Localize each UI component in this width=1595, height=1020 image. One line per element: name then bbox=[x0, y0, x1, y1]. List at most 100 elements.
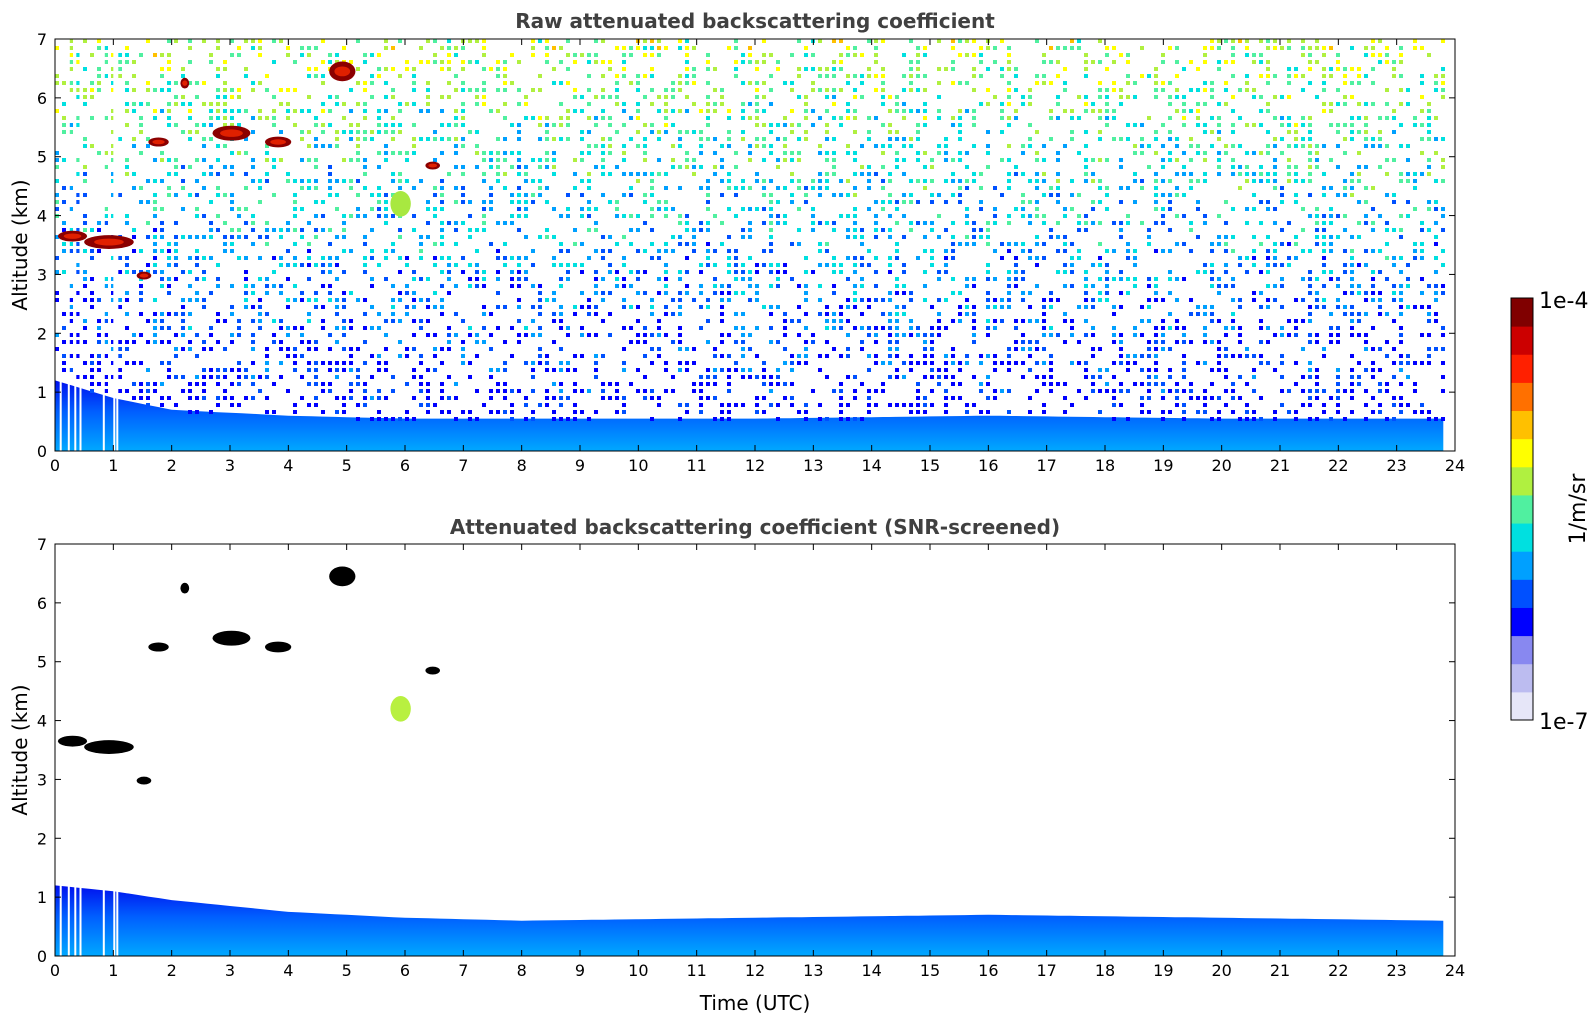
screened-cloud-feature bbox=[390, 696, 411, 722]
cloud-core bbox=[139, 273, 149, 278]
y-tick-label: 5 bbox=[37, 653, 47, 672]
screened-cloud-feature bbox=[265, 641, 292, 653]
screened-cloud-feature bbox=[425, 666, 441, 675]
colorbar-step bbox=[1511, 523, 1533, 552]
x-tick-label: 18 bbox=[1095, 456, 1115, 475]
colorbar-min-label: 1e-7 bbox=[1539, 710, 1588, 735]
x-tick-label: 23 bbox=[1386, 456, 1406, 475]
x-tick-label: 13 bbox=[803, 961, 823, 980]
x-tick-label: 20 bbox=[1211, 961, 1231, 980]
x-tick-label: 15 bbox=[920, 961, 940, 980]
chart-title-raw: Raw attenuated backscattering coefficien… bbox=[515, 9, 995, 33]
x-tick-label: 19 bbox=[1153, 456, 1173, 475]
x-tick-label: 14 bbox=[861, 961, 881, 980]
y-tick-label: 3 bbox=[37, 770, 47, 789]
x-tick-label: 9 bbox=[575, 456, 585, 475]
cloud-core bbox=[63, 233, 82, 239]
x-tick-label: 4 bbox=[283, 456, 293, 475]
x-tick-label: 18 bbox=[1095, 961, 1115, 980]
y-tick-label: 7 bbox=[37, 30, 47, 49]
x-tick-label: 14 bbox=[861, 456, 881, 475]
x-tick-label: 2 bbox=[167, 961, 177, 980]
colorbar-step bbox=[1511, 326, 1533, 355]
panel-screened: Attenuated backscattering coefficient (S… bbox=[8, 515, 1465, 1015]
y-tick-label: 3 bbox=[37, 265, 47, 284]
y-tick-label: 7 bbox=[37, 535, 47, 554]
cloud-feature bbox=[390, 191, 411, 217]
x-tick-label: 6 bbox=[400, 456, 410, 475]
x-tick-label: 21 bbox=[1270, 961, 1290, 980]
colorbar-step bbox=[1511, 691, 1533, 721]
x-tick-label: 13 bbox=[803, 456, 823, 475]
screened-cloud-feature bbox=[57, 735, 88, 747]
x-tick-label: 23 bbox=[1386, 961, 1406, 980]
y-tick-label: 2 bbox=[37, 324, 47, 343]
x-tick-label: 7 bbox=[458, 456, 468, 475]
colorbar-step bbox=[1511, 382, 1533, 412]
x-tick-label: 16 bbox=[978, 456, 998, 475]
screened-cloud-feature bbox=[180, 582, 190, 594]
x-tick-label: 2 bbox=[167, 456, 177, 475]
x-tick-label: 24 bbox=[1445, 456, 1465, 475]
x-tick-label: 11 bbox=[686, 961, 706, 980]
y-axis-label-raw: Altitude (km) bbox=[8, 179, 32, 310]
screened-cloud-feature bbox=[84, 740, 134, 754]
colorbar-step bbox=[1511, 607, 1533, 637]
x-tick-label: 0 bbox=[50, 456, 60, 475]
x-tick-label: 6 bbox=[400, 961, 410, 980]
x-tick-label: 15 bbox=[920, 456, 940, 475]
cloud-core bbox=[152, 139, 165, 145]
x-tick-label: 8 bbox=[517, 456, 527, 475]
x-tick-label: 0 bbox=[50, 961, 60, 980]
x-tick-label: 22 bbox=[1328, 961, 1348, 980]
x-axis-label: Time (UTC) bbox=[699, 991, 811, 1015]
x-tick-label: 17 bbox=[1036, 456, 1056, 475]
colorbar-max-label: 1e-4 bbox=[1539, 289, 1588, 314]
x-ticks-screened: 0 1 2 3 4 5 6 7 8 9 10 11 12 13 14 15 16 17 18 19 20 21 22 23 24 bbox=[50, 544, 1465, 980]
y-tick-label: 6 bbox=[37, 594, 47, 613]
x-tick-label: 17 bbox=[1036, 961, 1056, 980]
x-tick-label: 8 bbox=[517, 961, 527, 980]
colorbar-step bbox=[1511, 438, 1533, 468]
axes-frame-screened bbox=[54, 543, 1456, 957]
boundary-layer-signal bbox=[55, 885, 1444, 956]
x-tick-label: 5 bbox=[342, 456, 352, 475]
x-tick-label: 12 bbox=[745, 961, 765, 980]
x-tick-label: 4 bbox=[283, 961, 293, 980]
x-tick-label: 21 bbox=[1270, 456, 1290, 475]
boundary-layer-signal bbox=[55, 380, 1444, 451]
x-tick-label: 24 bbox=[1445, 961, 1465, 980]
x-tick-label: 20 bbox=[1211, 456, 1231, 475]
colorbar-step bbox=[1511, 635, 1533, 665]
x-tick-label: 22 bbox=[1328, 456, 1348, 475]
x-tick-label: 9 bbox=[575, 961, 585, 980]
x-tick-label: 11 bbox=[686, 456, 706, 475]
plot-area-raw bbox=[55, 39, 1445, 451]
cloud-core bbox=[182, 80, 188, 86]
cloud-core bbox=[428, 163, 438, 168]
noise-field bbox=[55, 39, 1445, 421]
plot-area-screened bbox=[55, 544, 1444, 956]
screened-cloud-feature bbox=[148, 642, 169, 652]
colorbar-step bbox=[1511, 663, 1533, 693]
x-tick-label: 1 bbox=[108, 456, 118, 475]
y-tick-label: 2 bbox=[37, 829, 47, 848]
panel-raw: Raw attenuated backscattering coefficien… bbox=[8, 9, 1465, 475]
cloud-core bbox=[270, 139, 286, 145]
y-tick-label: 1 bbox=[37, 383, 47, 402]
colorbar: 1e-4 1e-7 1/m/sr bbox=[1510, 289, 1591, 735]
y-tick-label: 0 bbox=[37, 947, 47, 966]
cloud-core bbox=[220, 129, 243, 137]
chart-title-screened: Attenuated backscattering coefficient (S… bbox=[450, 515, 1060, 539]
y-tick-label: 6 bbox=[37, 89, 47, 108]
x-tick-label: 7 bbox=[458, 961, 468, 980]
x-tick-label: 10 bbox=[628, 961, 648, 980]
x-tick-label: 19 bbox=[1153, 961, 1173, 980]
screened-cloud-feature bbox=[136, 776, 152, 785]
cloud-core bbox=[334, 66, 351, 77]
colorbar-unit-label: 1/m/sr bbox=[1566, 473, 1591, 545]
y-tick-label: 4 bbox=[37, 712, 47, 731]
colorbar-step bbox=[1511, 466, 1533, 496]
x-tick-label: 5 bbox=[342, 961, 352, 980]
x-tick-label: 10 bbox=[628, 456, 648, 475]
